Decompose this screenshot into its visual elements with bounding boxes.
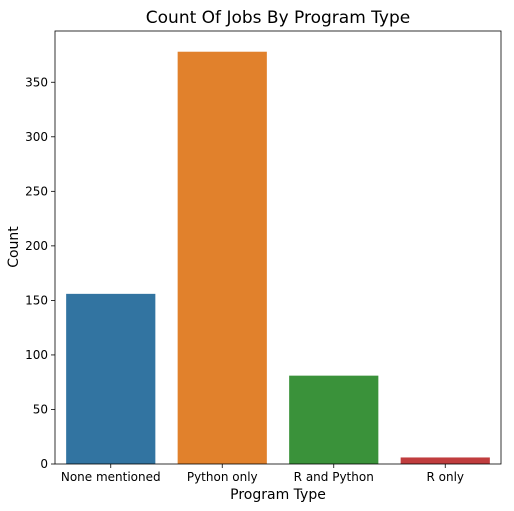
y-tick-label: 50 (33, 402, 48, 416)
y-tick-label: 0 (40, 457, 48, 471)
y-axis-label: Count (6, 226, 22, 268)
plot-frame (54, 30, 502, 465)
x-tick-label: None mentioned (61, 470, 161, 484)
y-tick-label: 200 (25, 239, 48, 253)
bar-r-only (400, 457, 490, 464)
y-tick-label: 350 (25, 75, 48, 89)
bars-layer (66, 51, 490, 464)
y-tick-label: 250 (25, 184, 48, 198)
y-tick-label: 150 (25, 293, 48, 307)
y-tick-label: 100 (25, 348, 48, 362)
y-tick-label: 300 (25, 130, 48, 144)
chart-title: Count Of Jobs By Program Type (146, 8, 410, 28)
x-axis: None mentioned Python only R and Python R o… (61, 464, 464, 484)
x-tick-label: R and Python (294, 470, 374, 484)
y-axis: 0 50 100 150 200 250 300 350 (25, 75, 55, 471)
x-tick-label: R only (426, 470, 464, 484)
bar-none-mentioned (66, 293, 156, 464)
bar-python-only (177, 51, 267, 464)
bar-r-and-python (289, 375, 379, 464)
x-axis-label: Program Type (230, 487, 326, 503)
x-tick-label: Python only (187, 470, 258, 484)
